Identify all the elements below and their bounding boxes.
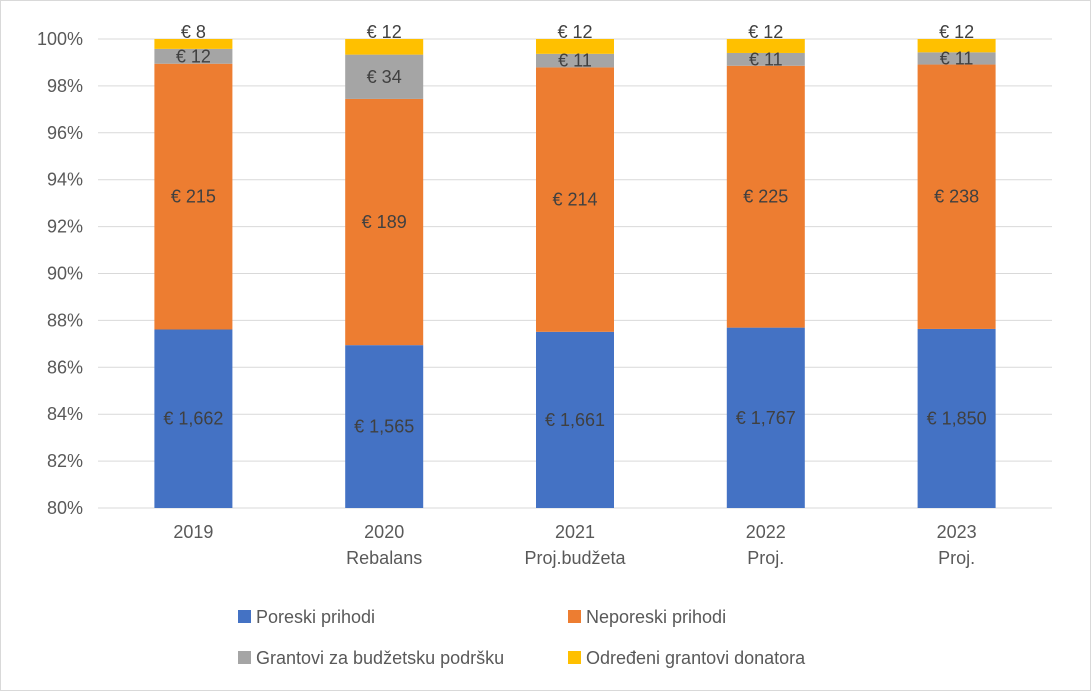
- y-tick-label: 80%: [47, 498, 83, 518]
- bar-segment: [536, 39, 614, 54]
- data-label: € 12: [557, 22, 592, 42]
- legend-swatch: [568, 610, 581, 623]
- x-tick-label: Proj.: [938, 548, 975, 568]
- bar-segment: [726, 39, 805, 53]
- y-tick-label: 84%: [47, 404, 83, 424]
- x-tick-label: 2021: [555, 522, 595, 542]
- y-tick-label: 100%: [37, 29, 83, 49]
- bars: [154, 39, 996, 508]
- data-label: € 34: [367, 67, 402, 87]
- data-label: € 1,767: [736, 408, 796, 428]
- data-label: € 11: [558, 51, 592, 71]
- bar-segment: [154, 63, 233, 330]
- data-label: € 1,565: [354, 417, 414, 437]
- data-label: € 8: [181, 22, 206, 42]
- bar-segment: [917, 64, 996, 329]
- y-axis: 80% 82% 84% 86% 88% 90% 92% 94% 96% 98% 100%: [37, 29, 83, 518]
- y-tick-label: 92%: [47, 217, 83, 237]
- data-label: € 215: [171, 187, 216, 207]
- bar-segment: [345, 54, 424, 99]
- y-tick-label: 94%: [47, 170, 83, 190]
- data-label: € 225: [743, 187, 788, 207]
- y-tick-label: 82%: [47, 451, 83, 471]
- x-tick-label: Proj.budžeta: [524, 548, 626, 568]
- x-tick-label: 2023: [937, 522, 977, 542]
- x-tick-label: Proj.: [747, 548, 784, 568]
- data-label: € 11: [749, 49, 783, 69]
- x-axis: 2019 2020 Rebalans 2021 Proj.budžeta 2022 Proj…: [173, 522, 976, 568]
- bar-segment: [536, 67, 614, 332]
- data-label: € 12: [367, 22, 402, 42]
- bar-segment: [154, 48, 233, 64]
- data-label: € 11: [940, 48, 974, 68]
- data-label: € 1,662: [163, 409, 223, 429]
- data-label: € 12: [176, 46, 211, 66]
- legend-swatch: [568, 651, 581, 664]
- bar-segment: [345, 39, 424, 55]
- data-label: € 1,850: [927, 408, 987, 428]
- bar-segment: [154, 39, 233, 49]
- data-labels: € 1,662 € 215 € 12 € 8 € 1,565 € 189 € 34 € 12 €…: [163, 22, 986, 437]
- legend-label: Poreski prihodi: [256, 607, 375, 627]
- legend-swatch: [238, 651, 251, 664]
- x-tick-label: 2022: [746, 522, 786, 542]
- bar-segment: [917, 52, 996, 65]
- y-tick-label: 96%: [47, 123, 83, 143]
- data-label: € 12: [939, 22, 974, 42]
- data-label: € 214: [552, 190, 597, 210]
- legend-label: Neporeski prihodi: [586, 607, 726, 627]
- x-tick-label: 2019: [173, 522, 213, 542]
- legend: Poreski prihodi Neporeski prihodi Grantovi…: [238, 607, 806, 668]
- legend-label: Grantovi za budžetsku podršku: [256, 648, 504, 668]
- data-label: € 12: [748, 22, 783, 42]
- y-tick-label: 90%: [47, 264, 83, 284]
- x-tick-label: 2020: [364, 522, 404, 542]
- bar-segment: [536, 53, 614, 68]
- y-tick-label: 86%: [47, 357, 83, 377]
- bar-segment: [917, 39, 996, 53]
- x-tick-label: Rebalans: [346, 548, 422, 568]
- bar-segment: [154, 329, 233, 508]
- bar-segment: [726, 65, 805, 328]
- bar-segment: [536, 331, 614, 508]
- bar-segment: [917, 328, 996, 508]
- data-label: € 238: [934, 187, 979, 207]
- bar-segment: [726, 327, 805, 508]
- bar-segment: [345, 98, 424, 346]
- data-label: € 189: [362, 212, 407, 232]
- bar-segment: [726, 52, 805, 66]
- y-tick-label: 98%: [47, 76, 83, 96]
- bar-segment: [345, 345, 424, 508]
- y-tick-label: 88%: [47, 310, 83, 330]
- legend-swatch: [238, 610, 251, 623]
- data-label: € 1,661: [545, 410, 605, 430]
- legend-label: Određeni grantovi donatora: [586, 648, 806, 668]
